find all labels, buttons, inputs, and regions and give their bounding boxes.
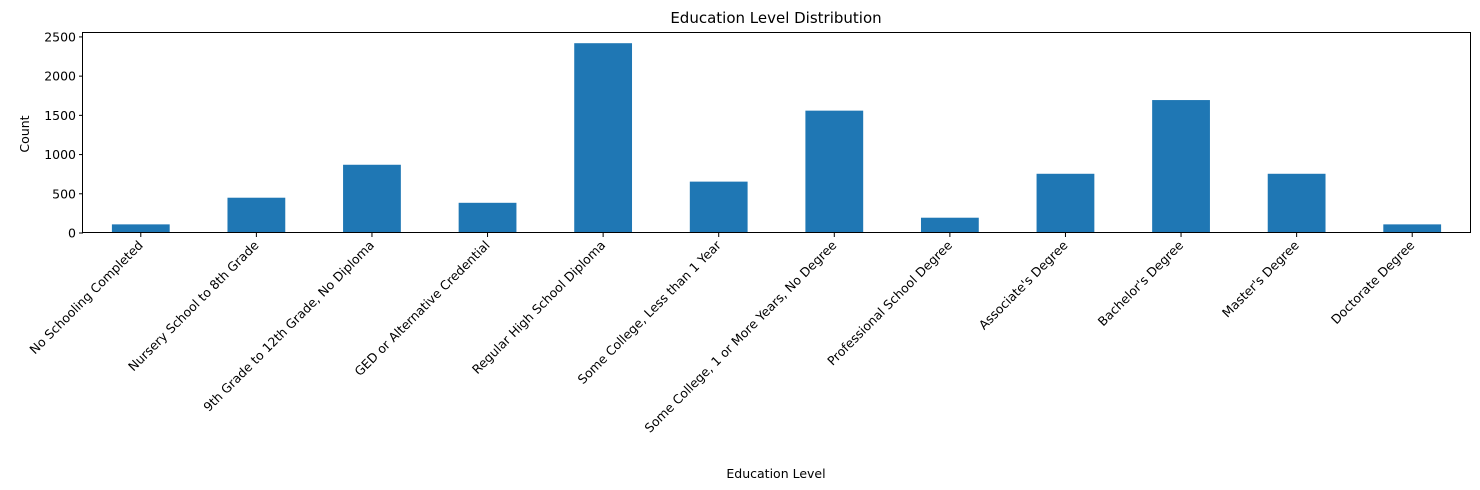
x-tick-label: GED or Alternative Credential bbox=[351, 238, 492, 379]
x-tick-label: Nursery School to 8th Grade bbox=[125, 237, 262, 374]
x-tick-label: Doctorate Degree bbox=[1328, 237, 1418, 327]
x-tick-label: Professional School Degree bbox=[824, 237, 955, 368]
y-tick-label: 1500 bbox=[44, 108, 76, 123]
bar bbox=[689, 181, 748, 233]
bar bbox=[1036, 173, 1095, 233]
x-tick-label: Some College, 1 or More Years, No Degree bbox=[641, 237, 839, 435]
y-tick-label: 0 bbox=[68, 226, 76, 241]
x-tick-label: Associate's Degree bbox=[976, 237, 1071, 332]
y-tick-label: 1000 bbox=[44, 147, 76, 162]
bar bbox=[111, 224, 170, 233]
bars-group bbox=[111, 43, 1442, 234]
y-axis: 0 500 1000 1500 2000 2500 bbox=[44, 29, 83, 241]
x-tick-label: Regular High School Diploma bbox=[469, 238, 608, 377]
bar bbox=[574, 43, 633, 234]
x-tick-label: No Schooling Completed bbox=[26, 238, 145, 357]
y-tick-label: 500 bbox=[52, 186, 76, 201]
plot-frame bbox=[82, 32, 1471, 233]
y-tick-label: 2500 bbox=[44, 29, 76, 44]
x-tick-label: Bachelor's Degree bbox=[1095, 237, 1187, 329]
chart-title: Education Level Distribution bbox=[670, 9, 881, 27]
x-tick-label: Master's Degree bbox=[1219, 237, 1302, 320]
bar bbox=[1267, 173, 1326, 233]
bar bbox=[920, 217, 979, 233]
bar bbox=[1383, 224, 1442, 233]
bar bbox=[458, 202, 517, 233]
bar bbox=[343, 164, 401, 233]
y-axis-label: Count bbox=[17, 115, 32, 152]
bar bbox=[227, 197, 286, 233]
bar bbox=[805, 110, 864, 233]
bar bbox=[1152, 100, 1210, 233]
y-tick-label: 2000 bbox=[44, 69, 76, 84]
x-axis-label: Education Level bbox=[726, 466, 825, 481]
